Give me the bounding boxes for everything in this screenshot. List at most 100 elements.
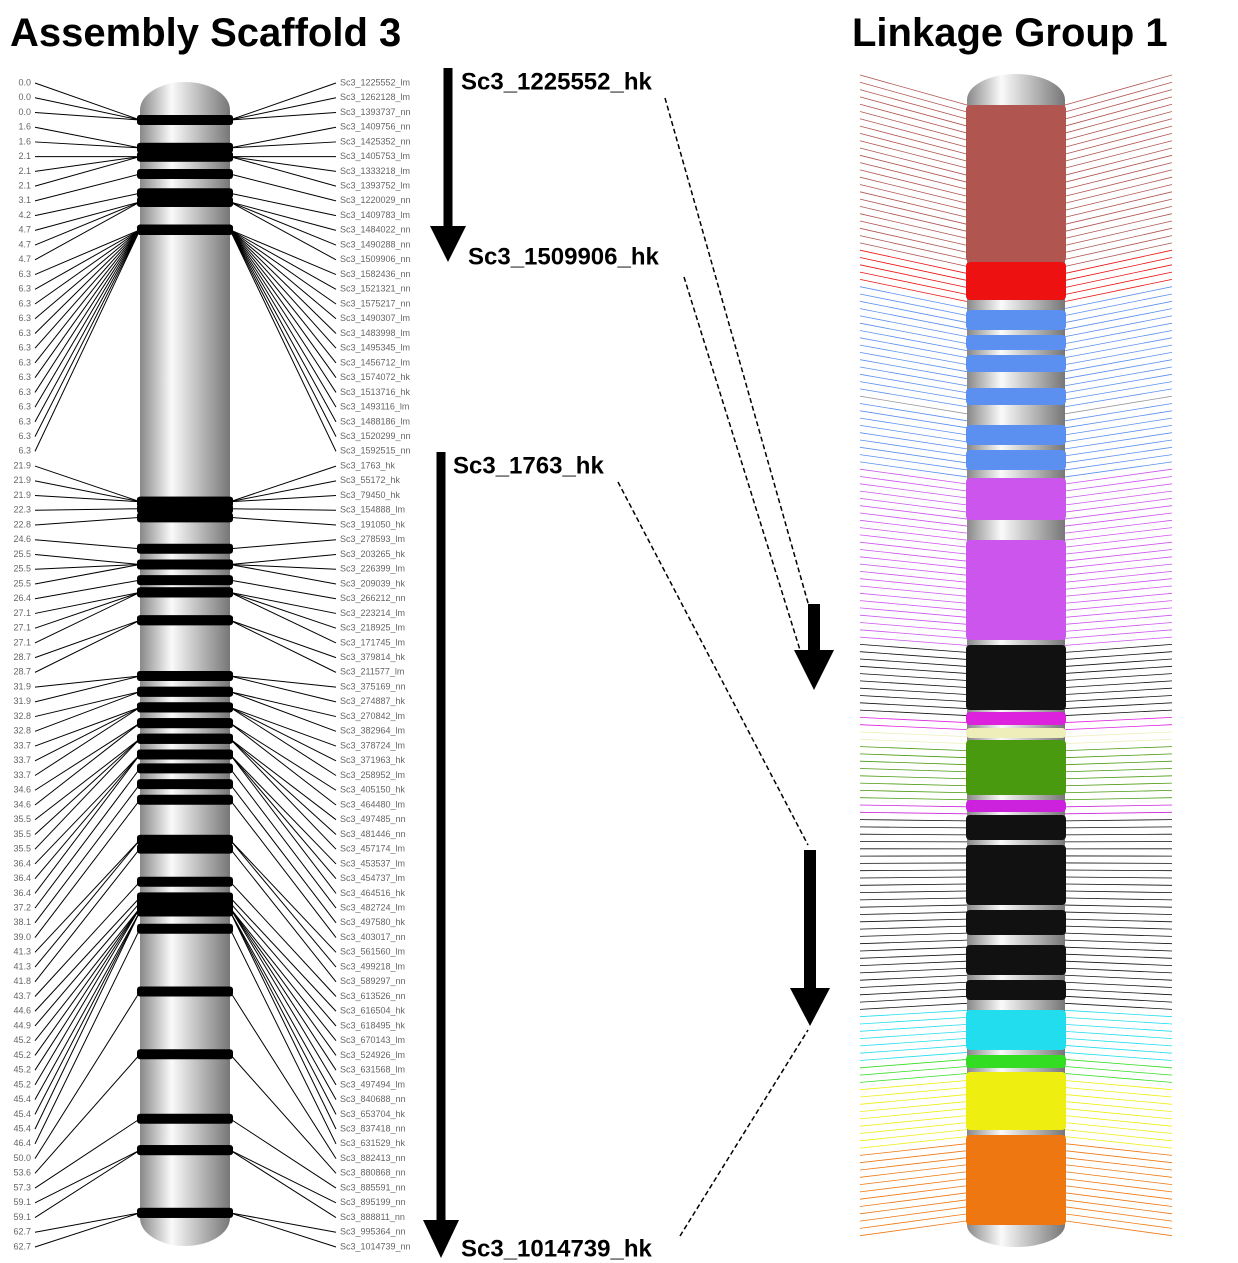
- marker-name: Sc3_226399_lm: [340, 564, 405, 574]
- marker-name: Sc3_631568_lm: [340, 1065, 405, 1075]
- marker-band: [137, 1049, 233, 1059]
- marker-link: [860, 455, 967, 470]
- marker-link: [1065, 236, 1172, 260]
- marker-name: Sc3_481446_nn: [340, 829, 406, 839]
- marker-name: Sc3_1393752_lm: [340, 181, 410, 191]
- marker-name: Sc3_211577_lm: [340, 667, 404, 677]
- marker-link: [35, 230, 140, 304]
- marker-link: [1065, 82, 1172, 112]
- marker-name: Sc3_482724_lm: [340, 902, 405, 912]
- marker-position: 6.3: [18, 402, 31, 412]
- arrow-head: [790, 988, 830, 1026]
- marker-link: [1065, 798, 1172, 800]
- marker-link: [35, 540, 140, 549]
- marker-position: 6.3: [18, 357, 31, 367]
- arrow-head: [794, 650, 834, 690]
- marker-link: [860, 1221, 967, 1236]
- marker-name: Sc3_1763_hk: [340, 460, 396, 470]
- marker-link: [1065, 425, 1172, 441]
- marker-link: [860, 940, 967, 944]
- marker-link: [1065, 148, 1172, 175]
- marker-position: 6.3: [18, 372, 31, 382]
- marker-link: [1065, 1137, 1172, 1148]
- marker-link: [35, 1150, 140, 1217]
- marker-link: [860, 170, 967, 196]
- marker-name: Sc3_1490307_lm: [340, 313, 410, 323]
- marker-link: [860, 1179, 967, 1192]
- marker-link: [35, 230, 140, 452]
- chromosome-segment: [966, 980, 1066, 1000]
- marker-name: Sc3_616504_hk: [340, 1006, 406, 1016]
- marker-link: [230, 1213, 336, 1232]
- marker-name: Sc3_278593_lm: [340, 534, 405, 544]
- marker-link: [230, 517, 336, 525]
- chromosome-segment: [966, 262, 1066, 300]
- marker-position: 32.8: [13, 711, 31, 721]
- marker-link: [35, 1213, 140, 1247]
- marker-position: 25.5: [13, 549, 31, 559]
- marker-position: 33.7: [13, 740, 31, 750]
- marker-band: [137, 169, 233, 179]
- callout: Sc3_1225552_hk: [461, 68, 652, 95]
- marker-link: [860, 1207, 967, 1221]
- marker-link: [1065, 968, 1172, 973]
- marker-link: [860, 688, 967, 694]
- marker-link: [1065, 192, 1172, 217]
- marker-name: Sc3_1333218_lm: [340, 166, 410, 176]
- marker-link: [1065, 1214, 1172, 1229]
- marker-link: [1065, 382, 1172, 400]
- marker-position: 34.6: [13, 799, 31, 809]
- marker-link: [1065, 97, 1172, 126]
- marker-link: [860, 112, 967, 141]
- marker-link: [1065, 703, 1172, 709]
- marker-band: [137, 1208, 233, 1218]
- marker-link: [1065, 674, 1172, 681]
- marker-position: 6.3: [18, 284, 31, 294]
- marker-link: [860, 912, 967, 914]
- marker-position: 6.3: [18, 328, 31, 338]
- marker-position: 53.6: [13, 1168, 31, 1178]
- marker-link: [1065, 739, 1172, 743]
- marker-link: [860, 1186, 967, 1199]
- marker-link: [860, 97, 967, 126]
- marker-link: [860, 418, 967, 435]
- marker-name: Sc3_1495345_lm: [340, 343, 410, 353]
- marker-link: [860, 615, 967, 624]
- chromosome-segment: [966, 1135, 1066, 1225]
- marker-link: [860, 659, 967, 666]
- marker-band: [137, 152, 233, 162]
- marker-position: 33.7: [13, 755, 31, 765]
- marker-name: Sc3_1520299_nn: [340, 431, 411, 441]
- marker-position: 6.3: [18, 446, 31, 456]
- marker-link: [1065, 528, 1172, 541]
- chromosome-segment: [966, 1055, 1066, 1068]
- marker-position: 62.7: [13, 1227, 31, 1237]
- marker-name: Sc3_1456712_lm: [340, 357, 410, 367]
- marker-position: 33.7: [13, 770, 31, 780]
- marker-link: [35, 230, 140, 422]
- marker-link: [230, 908, 336, 1056]
- marker-position: 35.5: [13, 829, 31, 839]
- marker-link: [35, 1213, 140, 1232]
- marker-link: [860, 1172, 967, 1185]
- marker-name: Sc3_55172_hk: [340, 475, 401, 485]
- marker-name: Sc3_270842_lm: [340, 711, 405, 721]
- marker-link: [1065, 185, 1172, 211]
- marker-link: [860, 564, 967, 575]
- marker-position: 0.0: [18, 92, 31, 102]
- marker-position: 6.3: [18, 416, 31, 426]
- marker-link: [1065, 1003, 1172, 1009]
- marker-name: Sc3_895199_nn: [340, 1197, 406, 1207]
- marker-position: 4.7: [18, 239, 31, 249]
- marker-link: [860, 982, 967, 987]
- chromosome-segment: [966, 815, 1066, 840]
- marker-link: [860, 557, 967, 568]
- marker-link: [1065, 776, 1172, 779]
- marker-position: 45.2: [13, 1050, 31, 1060]
- arrow-head: [430, 226, 466, 262]
- marker-link: [1065, 725, 1172, 730]
- marker-link: [1065, 1088, 1172, 1097]
- marker-link: [230, 230, 336, 319]
- marker-link: [860, 279, 967, 301]
- marker-position: 6.3: [18, 431, 31, 441]
